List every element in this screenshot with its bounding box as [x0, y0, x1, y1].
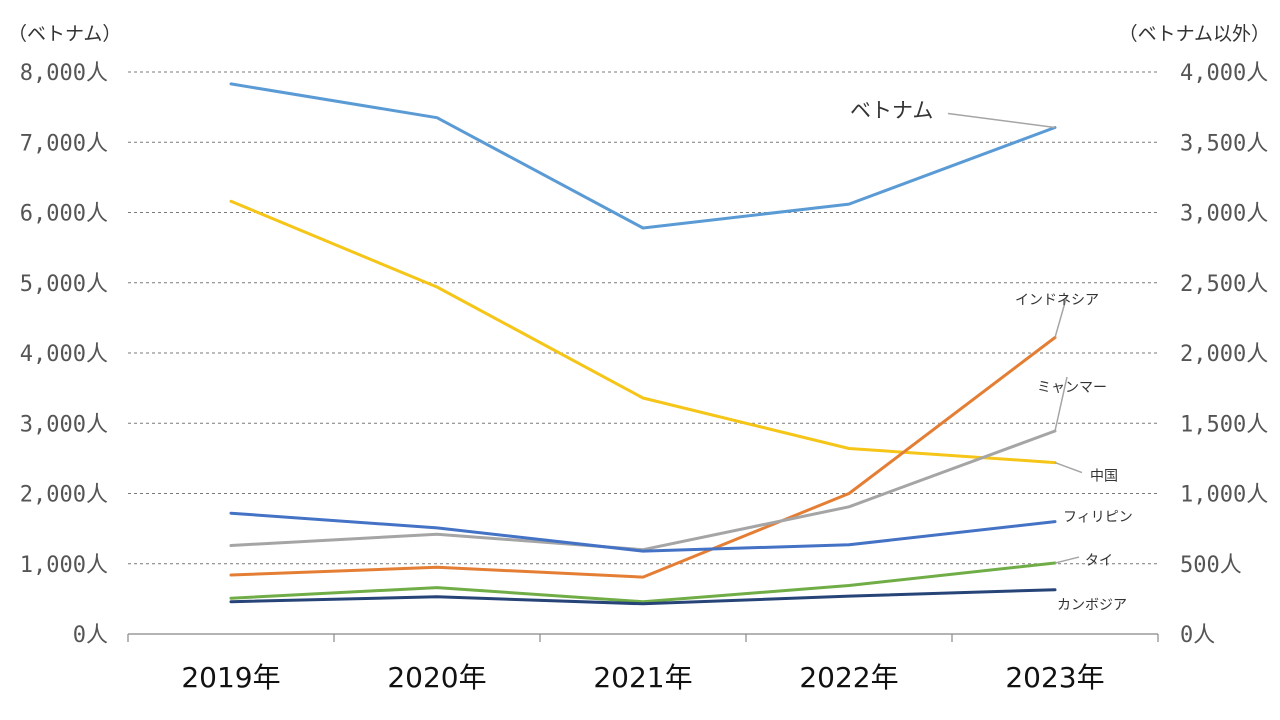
- right-tick-label: 3,500人: [1180, 131, 1268, 156]
- right-tick-label: 0人: [1180, 623, 1215, 648]
- x-tick-label: 2020年: [387, 661, 486, 694]
- label-leader-line: [1054, 295, 1068, 338]
- label-leader-line: [1054, 376, 1068, 432]
- left-tick-label: 8,000人: [20, 61, 108, 86]
- series-label: ミャンマー: [1037, 380, 1107, 396]
- left-tick-label: 6,000人: [20, 202, 108, 227]
- series-lines: [229, 82, 1057, 606]
- label-leader-line: [947, 112, 1056, 129]
- label-leader-line: [1054, 461, 1083, 474]
- series-line: [229, 511, 1057, 553]
- series-line: [229, 429, 1057, 552]
- series-line: [229, 588, 1057, 606]
- series-label: カンボジア: [1057, 598, 1127, 614]
- right-tick-label: 3,000人: [1180, 202, 1268, 227]
- left-tick-label: 7,000人: [20, 131, 108, 156]
- left-tick-label: 3,000人: [20, 412, 108, 437]
- x-tick-label: 2021年: [593, 661, 692, 694]
- x-tick-label: 2023年: [1005, 661, 1104, 694]
- left-tick-label: 2,000人: [20, 483, 108, 508]
- series-label: フィリピン: [1063, 510, 1133, 526]
- series-line: [229, 82, 1057, 230]
- tick-labels: 0人 0人 1,000人 500人 2,000人 1,000人 3,000人 1,500人 4,…: [8, 23, 1270, 694]
- right-tick-label: 1,000人: [1180, 483, 1268, 508]
- right-tick-label: 2,500人: [1180, 272, 1268, 297]
- series-label: 中国: [1090, 469, 1118, 485]
- left-axis-unit-label: （ベトナム）: [8, 23, 121, 45]
- series-line: [229, 336, 1057, 579]
- x-tick-label: 2022年: [799, 661, 898, 694]
- series-label: ベトナム: [850, 98, 933, 122]
- label-leader-line: [1054, 556, 1080, 564]
- right-tick-label: 4,000人: [1180, 61, 1268, 86]
- left-tick-label: 4,000人: [20, 342, 108, 367]
- gridlines: [128, 71, 1158, 565]
- series-line: [229, 199, 1057, 465]
- series-label: インドネシア: [1015, 293, 1099, 309]
- x-tick-label: 2019年: [181, 661, 280, 694]
- right-axis-unit-label: （ベトナム以外）: [1119, 23, 1270, 45]
- right-tick-label: 1,500人: [1180, 412, 1268, 437]
- axes: [127, 633, 1159, 642]
- left-tick-label: 0人: [73, 623, 108, 648]
- right-tick-label: 2,000人: [1180, 342, 1268, 367]
- right-tick-label: 500人: [1180, 553, 1242, 578]
- series-label: タイ: [1085, 553, 1113, 569]
- left-tick-label: 5,000人: [20, 272, 108, 297]
- left-tick-label: 1,000人: [20, 553, 108, 578]
- series-line: [229, 561, 1057, 604]
